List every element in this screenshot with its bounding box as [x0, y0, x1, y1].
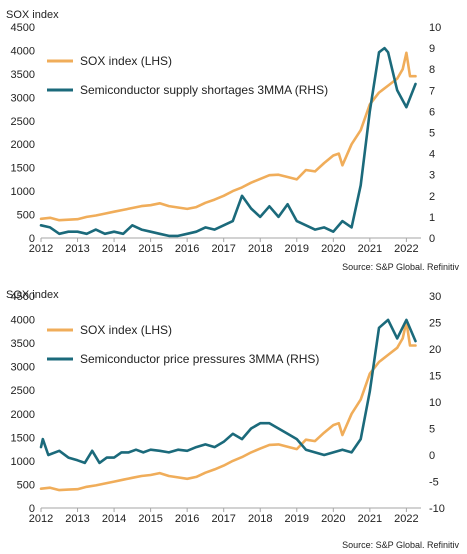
- right-tick-label: 0: [429, 450, 435, 462]
- right-tick-label: 8: [429, 64, 435, 76]
- right-tick-label: 0: [429, 233, 435, 245]
- x-tick-label: 2022: [394, 243, 418, 255]
- x-axis-ticks: 2012 2013 2014 2015 2016 2017 2018 2019 2020 2021…: [29, 508, 419, 525]
- x-tick-label: 2019: [285, 513, 309, 525]
- x-tick-label: 2017: [211, 513, 235, 525]
- series-line-sox: [39, 51, 417, 222]
- x-tick-label: 2012: [29, 243, 53, 255]
- x-tick-label: 2018: [248, 243, 272, 255]
- legend-label: Semiconductor supply shortages 3MMA (RHS…: [80, 83, 328, 97]
- x-tick-label: 2015: [138, 513, 162, 525]
- right-tick-label: 25: [429, 318, 441, 330]
- series-layer: [39, 318, 417, 492]
- x-tick-label: 2012: [29, 513, 53, 525]
- right-tick-label: -10: [429, 503, 445, 515]
- left-tick-label: 2000: [11, 409, 35, 421]
- series-line-rhs: [39, 46, 417, 238]
- chart-price-pressures: SOX index 0 500 1000 1500 2000 2500 3000 3500 40…: [6, 289, 459, 550]
- right-tick-label: 5: [429, 424, 435, 436]
- left-tick-label: 500: [17, 479, 35, 491]
- right-tick-label: 15: [429, 371, 441, 383]
- x-axis-ticks: 2012 2013 2014 2015 2016 2017 2018 2019 2020 2021…: [29, 238, 419, 255]
- x-tick-label: 2019: [285, 243, 309, 255]
- right-axis-ticks: 0 1 2 3 4 5 6 7 8 9 10: [429, 22, 441, 245]
- legend: SOX index (LHS) Semiconductor supply shor…: [47, 54, 328, 97]
- x-tick-label: 2022: [394, 513, 418, 525]
- right-tick-label: 5: [429, 128, 435, 140]
- x-tick-label: 2014: [102, 513, 126, 525]
- left-tick-label: 3000: [11, 92, 35, 104]
- source-note: Source: S&P Global. Refinitiv: [342, 262, 459, 272]
- left-axis-title: SOX index: [6, 289, 59, 301]
- left-tick-label: 2500: [11, 385, 35, 397]
- left-tick-label: 0: [29, 503, 35, 515]
- right-tick-label: 20: [429, 344, 441, 356]
- x-tick-label: 2021: [358, 513, 382, 525]
- left-tick-label: 4000: [11, 45, 35, 57]
- left-tick-label: 1500: [11, 432, 35, 444]
- left-tick-label: 0: [29, 233, 35, 245]
- x-tick-label: 2020: [321, 513, 345, 525]
- right-tick-label: 3: [429, 170, 435, 182]
- left-tick-label: 1000: [11, 456, 35, 468]
- left-tick-label: 2000: [11, 139, 35, 151]
- left-tick-label: 4500: [11, 22, 35, 34]
- x-tick-label: 2014: [102, 243, 126, 255]
- right-tick-label: 9: [429, 43, 435, 55]
- legend-label: Semiconductor price pressures 3MMA (RHS): [80, 352, 319, 366]
- right-tick-label: -5: [429, 477, 439, 489]
- left-axis-ticks: 0 500 1000 1500 2000 2500 3000 3500 4000 4500: [11, 291, 35, 515]
- left-tick-label: 4000: [11, 315, 35, 327]
- right-tick-label: 7: [429, 85, 435, 97]
- chart-supply-shortages: SOX index 050010001500200025003000350040…: [6, 9, 459, 272]
- right-tick-label: 10: [429, 397, 441, 409]
- left-tick-label: 3500: [11, 338, 35, 350]
- x-tick-label: 2013: [65, 513, 89, 525]
- series-line-rhs: [39, 318, 417, 465]
- right-tick-label: 4: [429, 149, 435, 161]
- right-tick-label: 6: [429, 106, 435, 118]
- right-tick-label: 1: [429, 212, 435, 224]
- x-tick-label: 2017: [211, 243, 235, 255]
- legend-label: SOX index (LHS): [80, 54, 172, 68]
- left-tick-label: 1000: [11, 186, 35, 198]
- series-line-sox: [39, 320, 417, 492]
- x-tick-label: 2015: [138, 243, 162, 255]
- left-tick-label: 2500: [11, 116, 35, 128]
- right-tick-label: 2: [429, 191, 435, 203]
- x-tick-label: 2018: [248, 513, 272, 525]
- x-tick-label: 2016: [175, 513, 199, 525]
- legend-label: SOX index (LHS): [80, 323, 172, 337]
- right-tick-label: 10: [429, 22, 441, 34]
- left-axis-ticks: 0 500 1000 1500 2000 2500 3000 3500 4000 4500: [11, 22, 35, 245]
- left-axis-title: SOX index: [6, 9, 59, 21]
- source-note: Source: S&P Global. Refinitiv: [342, 540, 459, 550]
- legend: SOX index (LHS) Semiconductor price press…: [47, 323, 319, 366]
- x-tick-label: 2020: [321, 243, 345, 255]
- left-tick-label: 1500: [11, 163, 35, 175]
- left-tick-label: 3500: [11, 69, 35, 81]
- left-tick-label: 500: [17, 210, 35, 222]
- right-tick-label: 30: [429, 291, 441, 303]
- series-layer: [39, 46, 417, 238]
- left-tick-label: 3000: [11, 362, 35, 374]
- right-axis-ticks: -10 -5 0 5 10 15 20 25 30: [429, 291, 445, 515]
- x-tick-label: 2016: [175, 243, 199, 255]
- left-tick-label: 4500: [11, 291, 35, 303]
- x-tick-label: 2013: [65, 243, 89, 255]
- x-tick-label: 2021: [358, 243, 382, 255]
